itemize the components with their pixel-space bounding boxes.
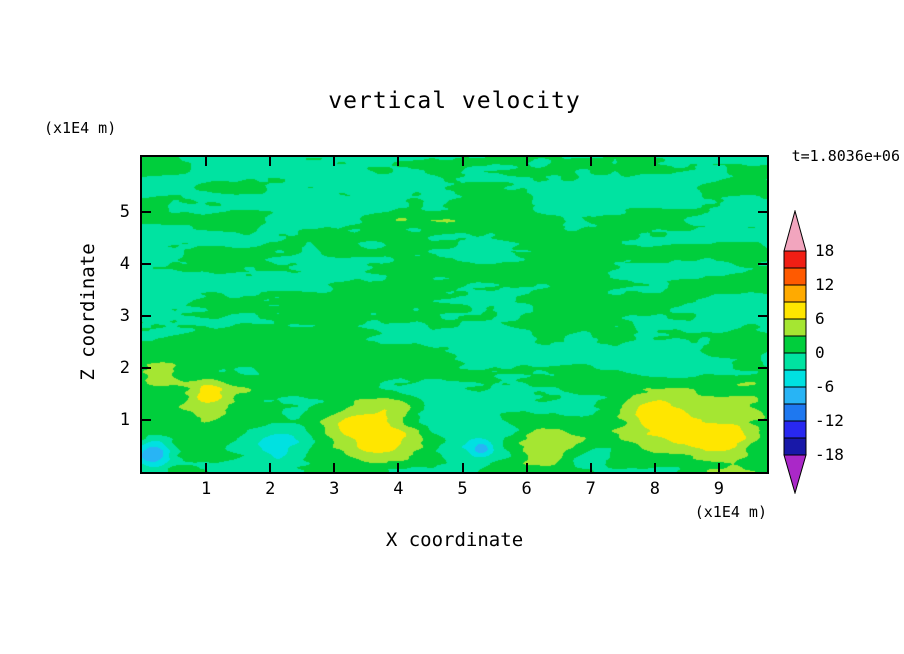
colorbar-band	[783, 403, 807, 422]
colorbar-label: 18	[815, 241, 835, 260]
plot-frame	[140, 155, 769, 474]
colorbar-label: 6	[815, 309, 825, 328]
y-tick	[758, 367, 767, 369]
colorbar-band	[783, 352, 807, 371]
time-annotation: t=1.8036e+06	[791, 147, 900, 165]
x-tick-label: 3	[329, 479, 340, 499]
x-tick	[333, 463, 335, 472]
colorbar-label: -18	[815, 445, 844, 464]
x-tick-label: 2	[265, 479, 276, 499]
colorbar-band	[783, 335, 807, 354]
x-tick	[397, 463, 399, 472]
x-tick	[333, 157, 335, 166]
y-tick-label: 2	[119, 357, 130, 378]
colorbar-band	[783, 284, 807, 303]
x-axis-unit-label: (x1E4 m)	[694, 503, 767, 521]
colorbar-band	[783, 420, 807, 439]
x-tick	[269, 157, 271, 166]
x-tick	[718, 157, 720, 166]
y-tick	[758, 315, 767, 317]
y-tick	[758, 211, 767, 213]
y-tick	[142, 211, 151, 213]
colorbar-band	[783, 369, 807, 388]
contour-field-canvas	[142, 157, 767, 472]
y-tick-label: 4	[119, 253, 130, 274]
colorbar-band	[783, 267, 807, 286]
x-tick-label: 9	[713, 479, 725, 499]
x-tick	[205, 463, 207, 472]
x-tick-label: 1	[200, 479, 212, 499]
colorbar-label: -6	[815, 377, 835, 396]
y-axis-unit-label: (x1E4 m)	[44, 119, 117, 137]
x-tick	[590, 157, 592, 166]
y-tick-label: 5	[119, 201, 130, 222]
colorbar-label: -12	[815, 411, 844, 430]
x-tick-label: 6	[521, 479, 532, 499]
x-tick	[654, 157, 656, 166]
colorbar-band	[783, 386, 807, 405]
y-tick	[142, 315, 151, 317]
plot-title: vertical velocity	[328, 88, 581, 114]
x-tick-label: 8	[649, 479, 660, 499]
colorbar-over-triangle	[783, 209, 807, 252]
x-tick	[718, 463, 720, 472]
x-tick-label: 4	[393, 479, 404, 499]
y-tick-label: 3	[119, 305, 130, 326]
x-tick	[654, 463, 656, 472]
x-axis-title: X coordinate	[385, 529, 524, 551]
x-tick-label: 5	[457, 479, 468, 499]
y-tick	[142, 419, 151, 421]
y-tick	[142, 263, 151, 265]
x-tick	[269, 463, 271, 472]
colorbar-band	[783, 318, 807, 337]
y-tick	[142, 367, 151, 369]
x-tick	[462, 157, 464, 166]
x-tick-label: 7	[585, 479, 596, 499]
colorbar-band	[783, 437, 807, 456]
colorbar-band	[783, 250, 807, 269]
colorbar	[783, 209, 807, 498]
x-tick	[526, 157, 528, 166]
colorbar-svg	[783, 209, 807, 495]
y-tick	[758, 419, 767, 421]
colorbar-band	[783, 301, 807, 320]
x-tick	[526, 463, 528, 472]
x-tick	[205, 157, 207, 166]
colorbar-under-triangle	[783, 454, 807, 495]
colorbar-label: 12	[815, 275, 835, 294]
y-axis-title: Z coordinate	[77, 243, 99, 381]
x-tick	[590, 463, 592, 472]
y-tick-label: 1	[119, 409, 130, 430]
x-tick	[462, 463, 464, 472]
colorbar-label: 0	[815, 343, 825, 362]
y-tick	[758, 263, 767, 265]
x-tick	[397, 157, 399, 166]
